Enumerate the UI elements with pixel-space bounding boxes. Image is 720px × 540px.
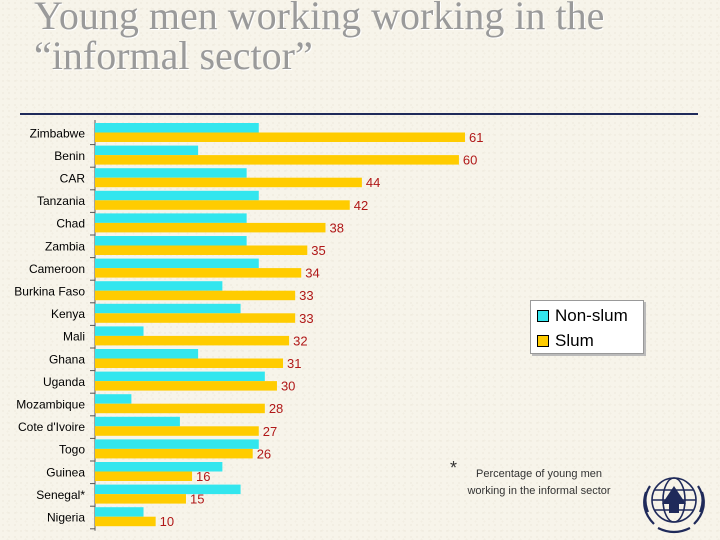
data-label-slum-burkina-faso: 33 xyxy=(299,288,313,303)
category-label-guinea: Guinea xyxy=(46,465,85,479)
category-label-cote-d-ivoire: Cote d'Ivoire xyxy=(18,420,85,434)
legend-label-non-slum: Non-slum xyxy=(555,306,628,325)
legend-item-slum: Slum xyxy=(537,331,594,351)
bar-slum-zambia xyxy=(95,245,308,255)
data-label-slum-tanzania: 42 xyxy=(354,198,368,213)
data-label-slum-guinea: 16 xyxy=(196,469,210,484)
category-label-ghana: Ghana xyxy=(49,352,85,366)
category-label-cameroon: Cameroon xyxy=(29,262,85,276)
bar-slum-senegal xyxy=(95,494,186,504)
bar-non-slum-burkina-faso xyxy=(95,281,223,291)
category-label-mali: Mali xyxy=(63,330,85,344)
bar-non-slum-tanzania xyxy=(95,190,259,201)
bar-non-slum-mali xyxy=(95,326,144,336)
category-label-togo: Togo xyxy=(59,443,85,457)
bar-chart: Zimbabwe 61 Benin 60 CAR 44 Tanzania 42 Chad 38 Za… xyxy=(14,120,483,531)
slide-title: Young men working working in the “inform… xyxy=(34,0,714,76)
data-label-slum-mozambique: 28 xyxy=(269,401,283,416)
title-divider xyxy=(20,113,698,115)
bar-slum-burkina-faso xyxy=(95,290,296,301)
data-label-slum-cameroon: 34 xyxy=(305,266,319,281)
legend-label-slum: Slum xyxy=(555,331,594,350)
bar-slum-zimbabwe xyxy=(95,132,465,142)
data-label-slum-ghana: 31 xyxy=(287,356,301,371)
data-label-slum-chad: 38 xyxy=(329,220,343,235)
data-label-slum-kenya: 33 xyxy=(299,311,313,326)
un-habitat-emblem-icon xyxy=(643,477,705,534)
bar-non-slum-kenya xyxy=(95,303,241,314)
bar-slum-mozambique xyxy=(95,403,265,414)
data-label-slum-zimbabwe: 61 xyxy=(469,130,483,145)
bar-slum-benin xyxy=(95,155,459,165)
legend-item-non-slum: Non-slum xyxy=(537,306,628,326)
bar-slum-togo xyxy=(95,448,253,459)
title-line-2: “informal sector” xyxy=(34,33,313,78)
data-label-slum-benin: 60 xyxy=(463,153,477,168)
bar-slum-cameroon xyxy=(95,268,302,278)
data-label-slum-togo: 26 xyxy=(257,446,271,461)
category-label-mozambique: Mozambique xyxy=(16,398,85,412)
chart-legend: Non-slum Slum xyxy=(530,300,644,354)
title-line-1: Young men working working in the xyxy=(34,0,605,38)
data-label-slum-cote-d-ivoire: 27 xyxy=(263,424,277,439)
bar-non-slum-chad xyxy=(95,213,247,223)
bar-slum-guinea xyxy=(95,471,193,481)
category-label-kenya: Kenya xyxy=(51,307,85,321)
bar-non-slum-senegal xyxy=(95,484,241,495)
category-label-chad: Chad xyxy=(56,217,85,231)
bar-non-slum-zimbabwe xyxy=(95,123,259,133)
footnote-text: Percentage of young men working in the i… xyxy=(467,468,611,497)
data-label-slum-nigeria: 10 xyxy=(160,514,174,529)
bar-non-slum-guinea xyxy=(95,462,223,472)
bar-slum-ghana xyxy=(95,358,284,368)
data-label-slum-mali: 32 xyxy=(293,333,307,348)
bar-slum-tanzania xyxy=(95,200,350,210)
data-label-slum-car: 44 xyxy=(366,175,380,190)
category-label-burkina-faso: Burkina Faso xyxy=(14,285,85,299)
bar-non-slum-zambia xyxy=(95,236,247,246)
bar-slum-chad xyxy=(95,222,326,233)
category-label-tanzania: Tanzania xyxy=(37,194,85,208)
category-label-senegal: Senegal* xyxy=(36,488,85,502)
category-label-nigeria: Nigeria xyxy=(47,511,85,525)
data-label-slum-uganda: 30 xyxy=(281,379,295,394)
bar-non-slum-mozambique xyxy=(95,394,132,404)
footnote-marker: * xyxy=(450,458,458,478)
bar-slum-mali xyxy=(95,335,290,346)
bar-slum-uganda xyxy=(95,381,277,391)
category-label-zambia: Zambia xyxy=(45,239,85,253)
bar-non-slum-togo xyxy=(95,439,259,449)
bar-slum-nigeria xyxy=(95,516,156,527)
category-label-zimbabwe: Zimbabwe xyxy=(30,126,86,140)
bar-non-slum-cote-d-ivoire xyxy=(95,416,180,427)
legend-swatch-non-slum xyxy=(537,310,549,322)
category-label-benin: Benin xyxy=(54,149,85,163)
bar-non-slum-car xyxy=(95,168,247,178)
category-label-car: CAR xyxy=(60,172,86,186)
bar-slum-cote-d-ivoire xyxy=(95,426,259,436)
legend-swatch-slum xyxy=(537,335,549,347)
bar-non-slum-ghana xyxy=(95,349,199,359)
bar-non-slum-benin xyxy=(95,145,199,156)
data-label-slum-senegal: 15 xyxy=(190,492,204,507)
category-label-uganda: Uganda xyxy=(43,375,85,389)
bar-slum-car xyxy=(95,177,362,188)
bar-non-slum-cameroon xyxy=(95,258,259,269)
bar-slum-kenya xyxy=(95,313,296,323)
bar-non-slum-uganda xyxy=(95,371,265,382)
data-label-slum-zambia: 35 xyxy=(311,243,325,258)
bar-non-slum-nigeria xyxy=(95,507,144,517)
